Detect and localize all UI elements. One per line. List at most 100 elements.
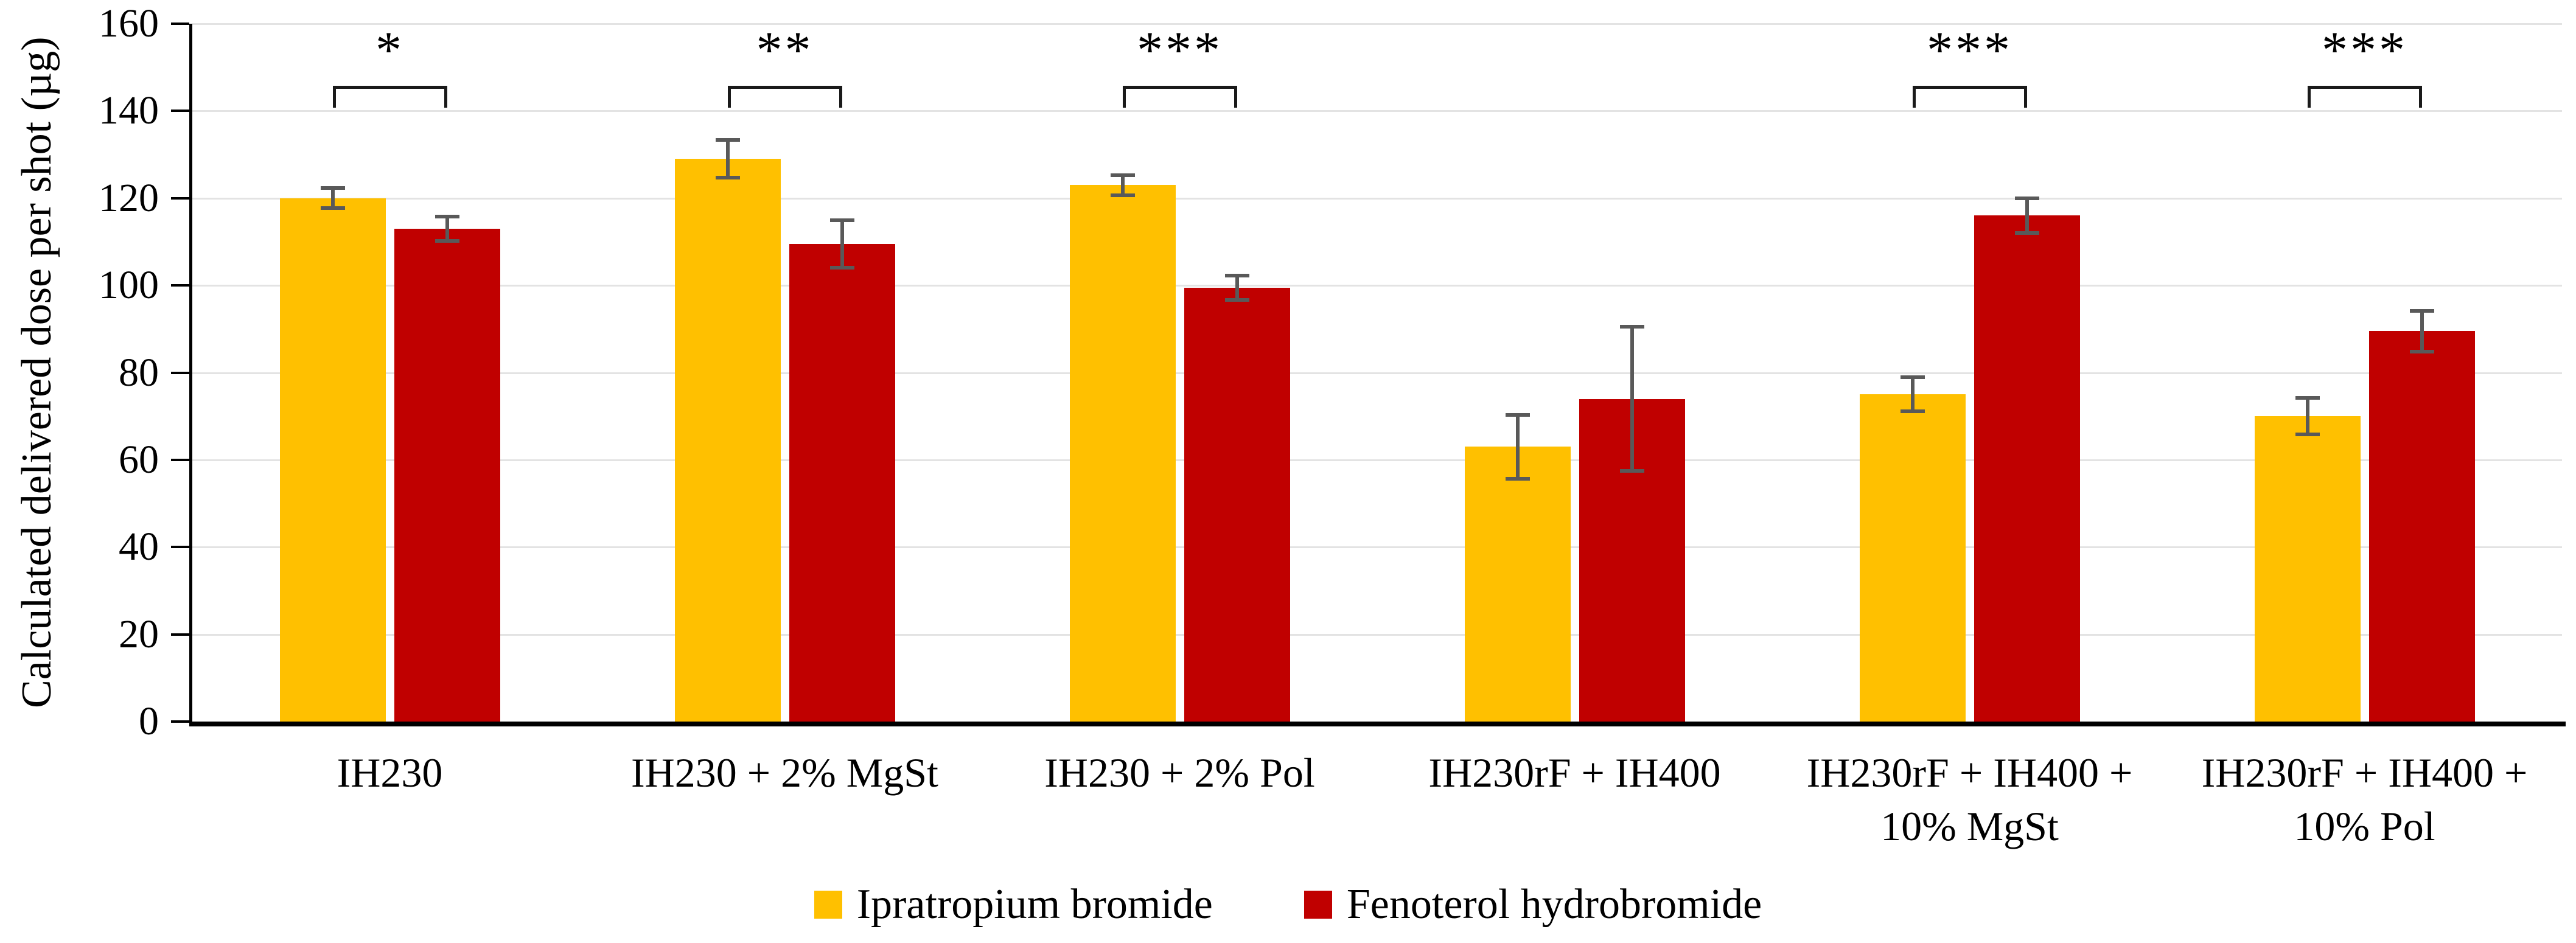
error-bar-cap-bottom: [1900, 409, 1925, 414]
gridline: [192, 23, 2562, 25]
legend-swatch-fenoterol-hydrobromide: [1304, 891, 1332, 919]
y-tick-label: 20: [119, 611, 159, 656]
error-bar-cap-bottom: [715, 176, 740, 180]
bar-fenoterol-hydrobromide: [2368, 331, 2475, 722]
error-bar-cap-top: [1900, 375, 1925, 380]
x-category-label: IH230 + 2% MgSt: [631, 750, 938, 796]
error-bar-cap-bottom: [2295, 433, 2320, 437]
bar-ipratropium-bromide: [1859, 394, 1966, 722]
error-bar-line: [445, 216, 449, 241]
error-bar-cap-top: [1619, 325, 1644, 329]
significance-stars: **: [756, 21, 814, 79]
legend-label-fenoterol-hydrobromide: Fenoterol hydrobromide: [1346, 881, 1762, 928]
error-bar-line: [2420, 310, 2424, 352]
error-bar-cap-bottom: [1224, 298, 1249, 302]
bar-fenoterol-hydrobromide: [394, 228, 500, 722]
error-bar-cap-top: [829, 218, 854, 222]
bar-fenoterol-hydrobromide: [1974, 215, 2080, 722]
legend: Ipratropium bromide Fenoterol hydrobromi…: [0, 883, 2576, 926]
error-bar-line: [725, 140, 730, 178]
significance-stars: ***: [1927, 21, 2012, 79]
bar-ipratropium-bromide: [1464, 447, 1571, 722]
bar-fenoterol-hydrobromide: [789, 244, 895, 722]
error-bar-cap-bottom: [1505, 476, 1530, 481]
error-bar-cap-top: [2295, 396, 2320, 400]
x-category-label: IH230rF + IH400: [1428, 750, 1721, 796]
error-bar-line: [1120, 175, 1125, 195]
bar-ipratropium-bromide: [674, 159, 781, 722]
gridline: [192, 197, 2562, 200]
legend-swatch-ipratropium-bromide: [814, 891, 842, 919]
error-bar-line: [1630, 327, 1634, 471]
error-bar-cap-top: [320, 186, 345, 190]
y-axis-tick: [171, 23, 189, 25]
x-category-label: IH230 + 2% Pol: [1044, 750, 1315, 796]
error-bar-cap-bottom: [2014, 231, 2039, 235]
error-bar-cap-top: [1224, 273, 1249, 277]
bar-ipratropium-bromide: [2254, 416, 2361, 722]
error-bar-cap-top: [435, 214, 459, 218]
error-bar-cap-top: [1505, 413, 1530, 417]
error-bar-cap-bottom: [320, 206, 345, 211]
y-axis-tick: [171, 720, 189, 723]
legend-item-ipratropium-bromide: Ipratropium bromide: [814, 883, 1213, 926]
significance-stars: ***: [2322, 21, 2407, 79]
y-axis-tick: [171, 371, 189, 374]
y-axis-tick: [171, 458, 189, 461]
y-tick-label: 0: [139, 699, 159, 743]
y-tick-label: 140: [99, 88, 159, 133]
significance-bracket: [1122, 86, 1237, 108]
x-category-label: IH230rF + IH400 + 10% MgSt: [1806, 750, 2133, 849]
error-bar-cap-top: [1110, 173, 1135, 177]
error-bar-line: [840, 220, 844, 268]
gridline: [192, 285, 2562, 287]
y-axis-tick: [171, 633, 189, 636]
error-bar-cap-top: [2014, 196, 2039, 200]
significance-stars: *: [375, 21, 404, 79]
gridline: [192, 459, 2562, 461]
error-bar-cap-bottom: [1619, 468, 1644, 473]
y-axis-tick: [171, 197, 189, 200]
y-tick-label: 160: [99, 1, 159, 46]
x-category-label: IH230: [337, 750, 443, 796]
y-axis-tick: [171, 546, 189, 549]
y-axis-line: [189, 24, 192, 726]
x-category-label: IH230rF + IH400 + 10% Pol: [2201, 750, 2528, 849]
x-axis-line: [189, 722, 2566, 726]
legend-item-fenoterol-hydrobromide: Fenoterol hydrobromide: [1304, 883, 1762, 926]
y-tick-label: 60: [119, 437, 159, 482]
error-bar-cap-bottom: [2409, 350, 2434, 354]
significance-bracket: [2307, 86, 2422, 108]
significance-stars: ***: [1137, 21, 1223, 79]
significance-bracket: [332, 86, 447, 108]
y-tick-label: 80: [119, 350, 159, 395]
error-bar-line: [2025, 198, 2029, 234]
error-bar-line: [1235, 275, 1239, 300]
bar-fenoterol-hydrobromide: [1184, 287, 1290, 722]
bar-ipratropium-bromide: [279, 198, 386, 722]
significance-bracket: [727, 86, 842, 108]
significance-bracket: [1912, 86, 2027, 108]
error-bar-cap-top: [715, 138, 740, 142]
error-bar-cap-bottom: [435, 239, 459, 243]
bar-ipratropium-bromide: [1069, 185, 1176, 722]
plot-area: 0 20 40 60 80 100 120 140 160 IH230 IH230 + 2% MgS…: [99, 1, 2566, 849]
error-bar-line: [330, 188, 335, 209]
y-tick-label: 120: [99, 175, 159, 220]
gridline: [192, 372, 2562, 374]
error-bar-cap-bottom: [829, 266, 854, 270]
gridline: [192, 633, 2562, 636]
error-bar-cap-top: [2409, 308, 2434, 313]
y-tick-label: 40: [119, 524, 159, 569]
error-bar-cap-bottom: [1110, 193, 1135, 197]
gridline: [192, 110, 2562, 113]
y-axis-tick: [171, 284, 189, 287]
legend-label-ipratropium-bromide: Ipratropium bromide: [856, 881, 1213, 928]
y-tick-label: 100: [99, 263, 159, 308]
error-bar-line: [2305, 398, 2309, 435]
y-axis-tick: [171, 110, 189, 113]
error-bar-line: [1910, 377, 1915, 412]
gridline: [192, 546, 2562, 549]
error-bar-line: [1515, 415, 1520, 479]
